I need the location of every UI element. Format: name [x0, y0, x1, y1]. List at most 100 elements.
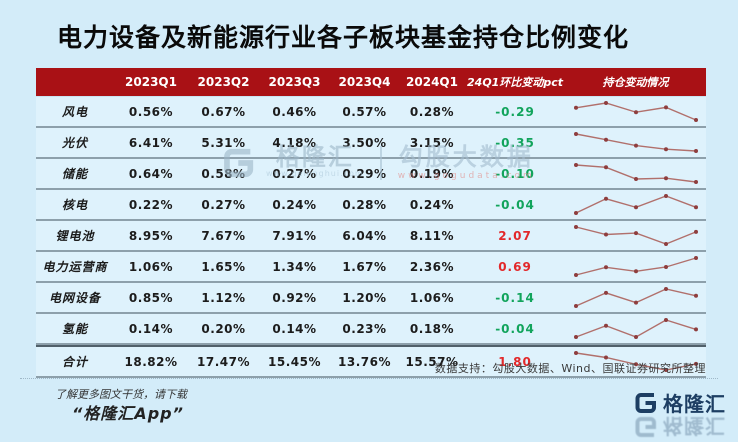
qoq-change-cell: 0.69: [498, 259, 532, 274]
header-cell-2023q3: 2023Q3: [268, 75, 321, 89]
value-cell: 5.31%: [201, 135, 246, 150]
value-cell: 15.57%: [405, 354, 459, 369]
value-cell: 18.82%: [124, 354, 178, 369]
value-cell: 0.29%: [342, 166, 387, 181]
value-cell: 0.57%: [342, 104, 387, 119]
row-label: 电力运营商: [42, 260, 108, 274]
brand-logo-reflection: 格隆汇: [596, 413, 726, 442]
value-cell: 0.64%: [128, 166, 174, 181]
table-row: 核电 0.22% 0.27% 0.24% 0.28% 0.24% -0.04: [36, 190, 706, 221]
value-cell: 0.46%: [272, 104, 317, 119]
value-cell: 6.04%: [342, 228, 387, 243]
footer-promo-line2: “格隆汇App”: [72, 404, 184, 423]
row-label: 光伏: [61, 136, 88, 150]
value-cell: 0.28%: [409, 104, 455, 119]
value-cell: 0.56%: [128, 104, 174, 119]
sparkline-cell: [565, 192, 706, 217]
holdings-table: 2023Q1 2023Q2 2023Q3 2023Q4 2024Q1 24Q1环…: [36, 68, 706, 378]
value-cell: 7.67%: [201, 228, 246, 243]
value-cell: 0.14%: [128, 321, 174, 336]
value-cell: 0.92%: [272, 290, 317, 305]
trend-sparkline: [573, 318, 698, 339]
sparkline-cell: [565, 130, 706, 155]
table-row: 储能 0.64% 0.58% 0.27% 0.29% 0.19% -0.10: [36, 159, 706, 190]
table-row: 光伏 6.41% 5.31% 4.18% 3.50% 3.15% -0.35: [36, 128, 706, 159]
value-cell: 0.24%: [272, 197, 317, 212]
value-cell: 0.85%: [128, 290, 174, 305]
brand-logo-text: 格隆汇: [663, 392, 726, 416]
header-cell-2023q1: 2023Q1: [125, 75, 177, 89]
value-cell: 2.36%: [409, 259, 455, 274]
header-cell-2023q4: 2023Q4: [338, 75, 391, 89]
page-title: 电力设备及新能源行业各子板块基金持仓比例变化: [57, 23, 630, 52]
table-row: 电力运营商 1.06% 1.65% 1.34% 1.67% 2.36% 0.69: [36, 252, 706, 283]
trend-sparkline: [573, 194, 698, 215]
value-cell: 1.06%: [409, 290, 455, 305]
brand-logo-main: 格隆汇: [596, 388, 726, 417]
row-label: 核电: [61, 198, 88, 212]
value-cell: 0.23%: [342, 321, 387, 336]
qoq-change-cell: 1.80: [498, 354, 532, 369]
row-label: 储能: [61, 167, 88, 181]
table-row: 合计 18.82% 17.47% 15.45% 13.76% 15.57% 1.80: [36, 345, 706, 378]
row-label: 锂电池: [55, 229, 95, 243]
row-label: 电网设备: [48, 291, 101, 305]
trend-sparkline: [573, 163, 698, 184]
value-cell: 4.18%: [272, 135, 317, 150]
value-cell: 0.28%: [342, 197, 387, 212]
value-cell: 1.65%: [201, 259, 246, 274]
row-label: 合计: [61, 355, 88, 369]
sparkline-cell: [565, 223, 706, 248]
value-cell: 0.22%: [128, 197, 174, 212]
header-cell-trend: 持仓变动情况: [602, 76, 669, 89]
value-cell: 0.18%: [409, 321, 455, 336]
sparkline-cell: [565, 316, 706, 341]
sparkline-cell: [565, 349, 706, 374]
value-cell: 0.27%: [201, 197, 246, 212]
sparkline-cell: [565, 99, 706, 124]
table-header-row: 2023Q1 2023Q2 2023Q3 2023Q4 2024Q1 24Q1环…: [36, 68, 706, 96]
value-cell: 7.91%: [272, 228, 317, 243]
trend-sparkline: [573, 101, 698, 122]
trend-sparkline: [573, 351, 698, 372]
value-cell: 1.20%: [342, 290, 387, 305]
qoq-change-cell: -0.14: [495, 290, 535, 305]
sparkline-cell: [565, 285, 706, 310]
sparkline-cell: [565, 254, 706, 279]
row-label: 氢能: [61, 322, 88, 336]
trend-sparkline: [573, 256, 698, 277]
header-cell-2023q2: 2023Q2: [197, 75, 250, 89]
value-cell: 0.24%: [409, 197, 455, 212]
trend-sparkline: [573, 132, 698, 153]
value-cell: 8.95%: [128, 228, 174, 243]
data-source-note: 数据支持：勾股大数据、Wind、国联证券研究所整理: [434, 362, 706, 375]
brand-logo: 格隆汇 格隆汇: [596, 388, 726, 442]
qoq-change-cell: -0.29: [495, 104, 535, 119]
qoq-change-cell: -0.04: [495, 321, 535, 336]
row-label: 风电: [61, 105, 88, 119]
value-cell: 1.12%: [201, 290, 246, 305]
table-row: 风电 0.56% 0.67% 0.46% 0.57% 0.28% -0.29: [36, 96, 706, 128]
qoq-change-cell: 2.07: [498, 228, 532, 243]
table-row: 电网设备 0.85% 1.12% 0.92% 1.20% 1.06% -0.14: [36, 283, 706, 314]
value-cell: 1.06%: [128, 259, 174, 274]
trend-sparkline: [573, 287, 698, 308]
footer-divider: [20, 378, 718, 379]
value-cell: 13.76%: [338, 354, 391, 369]
footer-promo-line1: 了解更多图文干货，请下载: [55, 388, 187, 401]
value-cell: 1.67%: [342, 259, 387, 274]
gelonghui-logo-icon: [635, 392, 656, 413]
table-row: 氢能 0.14% 0.20% 0.14% 0.23% 0.18% -0.04: [36, 314, 706, 345]
table-row: 锂电池 8.95% 7.67% 7.91% 6.04% 8.11% 2.07: [36, 221, 706, 252]
qoq-change-cell: -0.10: [495, 166, 535, 181]
value-cell: 3.50%: [342, 135, 387, 150]
gelonghui-logo-icon: [635, 417, 656, 438]
value-cell: 0.14%: [272, 321, 317, 336]
sparkline-cell: [565, 161, 706, 186]
table-body: 风电 0.56% 0.67% 0.46% 0.57% 0.28% -0.29 光伏 6.41% 5…: [36, 96, 706, 378]
qoq-change-cell: -0.35: [495, 135, 535, 150]
trend-sparkline: [573, 225, 698, 246]
value-cell: 17.47%: [197, 354, 250, 369]
value-cell: 15.45%: [268, 354, 321, 369]
header-cell-2024q1: 2024Q1: [406, 75, 458, 89]
